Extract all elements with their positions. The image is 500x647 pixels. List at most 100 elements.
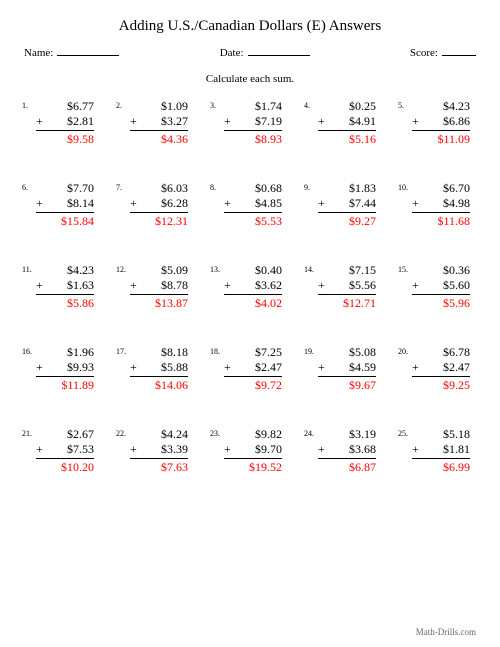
addend-top: $6.78	[412, 345, 470, 360]
addend-bottom-value: $5.56	[349, 278, 376, 292]
answer: $9.67	[318, 378, 376, 393]
problem-number: 1.	[22, 101, 28, 110]
answer: $19.52	[224, 460, 282, 475]
answer: $13.87	[130, 296, 188, 311]
addend-bottom: + $4.85	[224, 196, 282, 213]
problem: 13.$0.40+ $3.62$4.02	[212, 263, 288, 311]
answer: $11.89	[36, 378, 94, 393]
addend-bottom-value: $4.91	[349, 114, 376, 128]
problem-stack: $0.40+ $3.62$4.02	[224, 263, 282, 311]
addend-bottom-value: $3.62	[255, 278, 282, 292]
problem: 18.$7.25+ $2.47$9.72	[212, 345, 288, 393]
problem-stack: $6.77+ $2.81$9.58	[36, 99, 94, 147]
answer: $6.87	[318, 460, 376, 475]
date-blank	[248, 45, 310, 56]
problem-number: 21.	[22, 429, 32, 438]
problem-stack: $5.08+ $4.59$9.67	[318, 345, 376, 393]
problem-stack: $9.82+ $9.70$19.52	[224, 427, 282, 475]
addend-top: $1.96	[36, 345, 94, 360]
plus-sign: +	[36, 360, 43, 375]
problem-number: 10.	[398, 183, 408, 192]
addend-bottom: + $4.98	[412, 196, 470, 213]
problem: 21.$2.67+ $7.53$10.20	[24, 427, 100, 475]
answer: $12.71	[318, 296, 376, 311]
addend-bottom: + $9.93	[36, 360, 94, 377]
addend-bottom: + $3.27	[130, 114, 188, 131]
plus-sign: +	[130, 360, 137, 375]
addend-bottom: + $3.62	[224, 278, 282, 295]
addend-top: $3.19	[318, 427, 376, 442]
problem-number: 17.	[116, 347, 126, 356]
problem: 3.$1.74+ $7.19$8.93	[212, 99, 288, 147]
problem-stack: $4.23+ $6.86$11.09	[412, 99, 470, 147]
problem-stack: $3.19+ $3.68$6.87	[318, 427, 376, 475]
answer: $8.93	[224, 132, 282, 147]
addend-top: $1.83	[318, 181, 376, 196]
answer: $6.99	[412, 460, 470, 475]
problem-number: 18.	[210, 347, 220, 356]
problem-stack: $0.25+ $4.91$5.16	[318, 99, 376, 147]
answer: $5.16	[318, 132, 376, 147]
problem: 1. $6.77+ $2.81$9.58	[24, 99, 100, 147]
answer: $9.72	[224, 378, 282, 393]
addend-bottom: + $9.70	[224, 442, 282, 459]
addend-bottom: + $5.56	[318, 278, 376, 295]
problem-stack: $0.68+ $4.85$5.53	[224, 181, 282, 229]
problem-number: 3.	[210, 101, 216, 110]
problem: 20.$6.78+ $2.47$9.25	[400, 345, 476, 393]
problem: 15. $0.36+ $5.60$5.96	[400, 263, 476, 311]
problem-stack: $5.18+ $1.81$6.99	[412, 427, 470, 475]
problem-number: 13.	[210, 265, 220, 274]
plus-sign: +	[224, 278, 231, 293]
score-field: Score:	[410, 45, 476, 59]
addend-top: $4.24	[130, 427, 188, 442]
addend-bottom-value: $2.81	[67, 114, 94, 128]
addend-top: $8.18	[130, 345, 188, 360]
plus-sign: +	[130, 114, 137, 129]
addend-bottom-value: $3.27	[161, 114, 188, 128]
addend-bottom: + $5.60	[412, 278, 470, 295]
answer: $9.27	[318, 214, 376, 229]
problem-number: 25.	[398, 429, 408, 438]
plus-sign: +	[224, 114, 231, 129]
answer: $11.68	[412, 214, 470, 229]
problem-stack: $0.36+ $5.60$5.96	[412, 263, 470, 311]
problem-number: 2.	[116, 101, 122, 110]
problem: 6.$7.70+ $8.14$15.84	[24, 181, 100, 229]
addend-bottom-value: $2.47	[255, 360, 282, 374]
problem-number: 7.	[116, 183, 122, 192]
name-label: Name:	[24, 47, 53, 59]
problem-stack: $7.70+ $8.14$15.84	[36, 181, 94, 229]
plus-sign: +	[412, 442, 419, 457]
score-label: Score:	[410, 47, 438, 59]
addend-bottom-value: $4.85	[255, 196, 282, 210]
addend-bottom-value: $6.28	[161, 196, 188, 210]
problem-number: 15.	[398, 265, 408, 274]
plus-sign: +	[224, 442, 231, 457]
addend-top: $1.09	[130, 99, 188, 114]
problem-stack: $1.09+ $3.27$4.36	[130, 99, 188, 147]
plus-sign: +	[318, 114, 325, 129]
addend-bottom-value: $8.14	[67, 196, 94, 210]
plus-sign: +	[130, 278, 137, 293]
answer: $15.84	[36, 214, 94, 229]
addend-bottom-value: $5.60	[443, 278, 470, 292]
problem: 5.$4.23+ $6.86$11.09	[400, 99, 476, 147]
problem: 24.$3.19+ $3.68$6.87	[306, 427, 382, 475]
answer: $14.06	[130, 378, 188, 393]
problems-grid: 1. $6.77+ $2.81$9.58 2. $1.09+ $3.27$4.36 3.…	[24, 99, 476, 475]
answer: $12.31	[130, 214, 188, 229]
plus-sign: +	[318, 360, 325, 375]
addend-bottom: + $2.47	[412, 360, 470, 377]
problem: 8.$0.68+ $4.85$5.53	[212, 181, 288, 229]
answer: $4.02	[224, 296, 282, 311]
problem-number: 4.	[304, 101, 310, 110]
problem-number: 20.	[398, 347, 408, 356]
name-field: Name:	[24, 45, 119, 59]
addend-bottom-value: $7.53	[67, 442, 94, 456]
addend-top: $7.25	[224, 345, 282, 360]
addend-top: $7.70	[36, 181, 94, 196]
addend-top: $5.18	[412, 427, 470, 442]
problem-stack: $1.83+ $7.44$9.27	[318, 181, 376, 229]
addend-bottom: + $4.59	[318, 360, 376, 377]
